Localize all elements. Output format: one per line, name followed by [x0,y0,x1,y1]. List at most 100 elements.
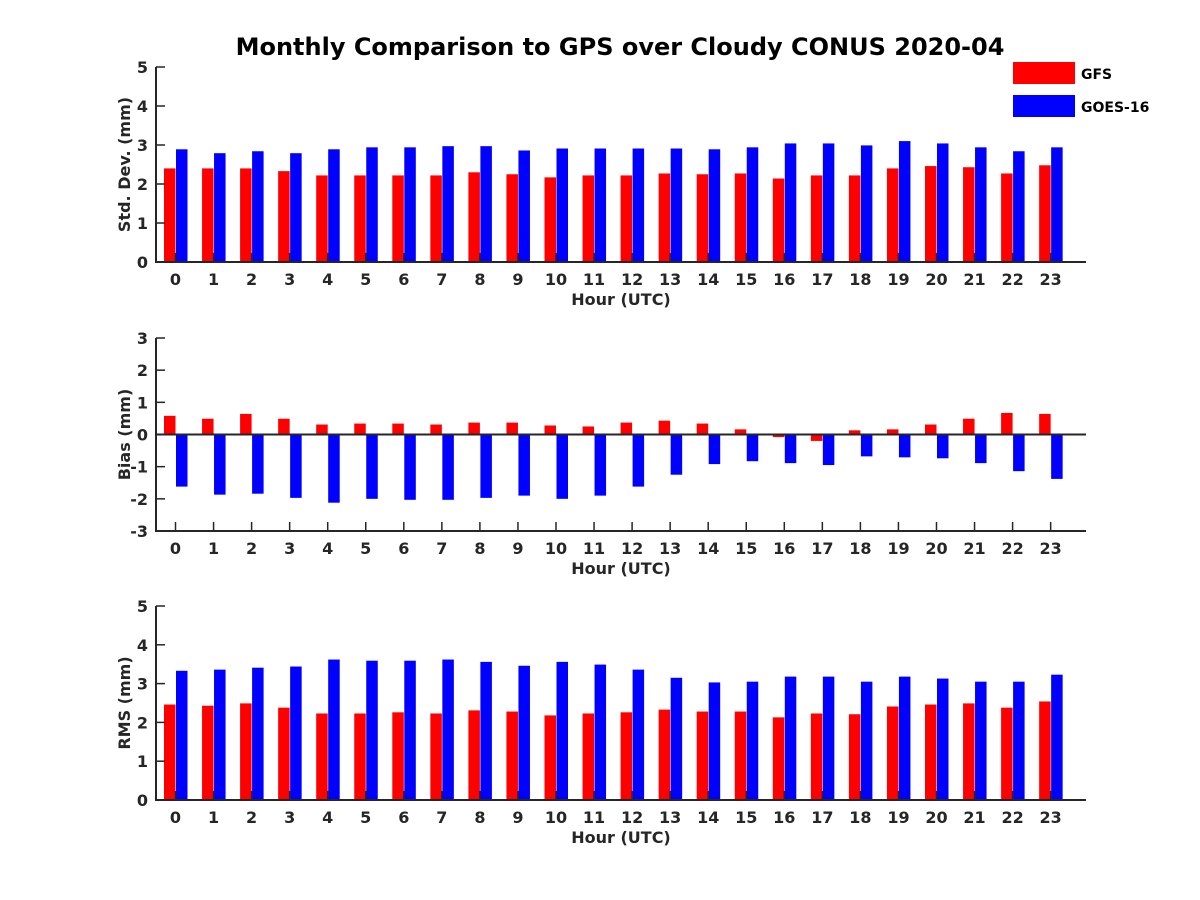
x-tick-label: 21 [963,539,985,558]
x-tick-label: 23 [1040,270,1062,289]
bar-goes-16-hour-5 [366,660,378,800]
bar-gfs-hour-9 [506,174,518,262]
x-axis-label: Hour (UTC) [571,559,671,578]
bar-goes-16-hour-15 [746,681,759,800]
y-tick-label: 5 [137,597,148,616]
bar-gfs-hour-18 [848,175,861,262]
x-tick-label: 10 [545,808,567,827]
x-tick-label: 15 [735,270,757,289]
y-tick-label: 4 [137,97,148,116]
x-tick-label: 15 [735,808,757,827]
x-tick-label: 18 [849,270,871,289]
bar-goes-16-hour-9 [518,434,530,496]
bar-goes-16-hour-0 [176,670,188,800]
x-tick-label: 12 [621,539,643,558]
bar-goes-16-hour-17 [822,143,835,262]
x-tick-label: 9 [512,270,523,289]
bar-gfs-hour-12 [620,175,633,262]
x-tick-label: 5 [360,539,371,558]
x-tick-label: 0 [170,808,181,827]
x-tick-label: 22 [1001,808,1023,827]
y-tick-label: 5 [137,58,148,77]
bar-gfs-hour-13 [658,173,671,262]
x-tick-label: 2 [246,270,257,289]
bar-goes-16-hour-16 [784,676,797,800]
y-tick-label: 0 [137,253,148,272]
legend-label-gfs: GFS [1081,67,1112,83]
bar-gfs-hour-8 [468,422,480,435]
x-tick-label: 7 [436,808,447,827]
bar-goes-16-hour-22 [1013,151,1025,262]
bar-gfs-hour-10 [544,177,556,262]
bar-gfs-hour-16 [772,434,785,438]
bar-goes-16-hour-23 [1051,147,1063,262]
x-tick-label: 1 [208,270,219,289]
bar-gfs-hour-7 [430,175,442,262]
bar-gfs-hour-3 [278,707,290,800]
bar-goes-16-hour-22 [1013,434,1025,472]
x-tick-label: 20 [925,270,947,289]
bar-gfs-hour-7 [430,713,442,800]
bar-goes-16-hour-18 [860,145,873,262]
bar-gfs-hour-20 [925,704,937,800]
bar-goes-16-hour-17 [822,676,835,800]
bar-goes-16-hour-11 [594,148,607,262]
x-tick-label: 4 [322,539,333,558]
x-tick-label: 7 [436,270,447,289]
y-tick-label: 3 [137,329,148,348]
bar-gfs-hour-0 [164,168,176,262]
bar-goes-16-hour-0 [176,434,188,487]
bar-gfs-hour-21 [963,703,975,800]
bar-gfs-hour-19 [886,168,899,262]
bar-gfs-hour-11 [582,713,595,800]
x-tick-label: 18 [849,539,871,558]
x-axis-label: Hour (UTC) [571,828,671,847]
x-tick-label: 2 [246,539,257,558]
bar-goes-16-hour-2 [252,434,264,494]
x-tick-label: 20 [925,539,947,558]
x-tick-label: 12 [621,808,643,827]
x-tick-label: 19 [887,270,909,289]
bar-gfs-hour-19 [886,706,899,800]
bar-goes-16-hour-15 [746,434,759,462]
bar-gfs-hour-6 [392,423,404,435]
y-tick-label: 3 [137,675,148,694]
bar-gfs-hour-2 [240,703,252,800]
bar-gfs-hour-21 [963,418,975,435]
x-tick-label: 22 [1001,539,1023,558]
bar-goes-16-hour-7 [442,659,454,800]
bar-gfs-hour-10 [544,425,556,435]
bar-gfs-hour-5 [354,423,366,435]
x-tick-label: 8 [474,808,485,827]
bar-gfs-hour-18 [848,430,861,435]
x-tick-label: 2 [246,808,257,827]
bar-goes-16-hour-12 [632,434,645,487]
x-tick-label: 23 [1040,539,1062,558]
bar-goes-16-hour-9 [518,150,530,262]
x-tick-label: 14 [697,808,719,827]
bar-gfs-hour-4 [316,713,328,800]
bar-goes-16-hour-23 [1051,434,1063,479]
x-tick-label: 22 [1001,270,1023,289]
bar-goes-16-hour-17 [822,434,835,466]
bar-goes-16-hour-21 [975,681,987,800]
bar-gfs-hour-1 [202,168,214,262]
x-tick-label: 5 [360,808,371,827]
bar-goes-16-hour-13 [670,434,683,475]
bar-gfs-hour-8 [468,172,480,262]
bar-gfs-hour-8 [468,710,480,800]
x-tick-label: 13 [659,270,681,289]
bar-gfs-hour-2 [240,413,252,435]
x-tick-label: 13 [659,808,681,827]
x-tick-label: 3 [284,808,295,827]
bar-gfs-hour-6 [392,175,404,262]
x-tick-label: 15 [735,539,757,558]
x-tick-label: 6 [398,808,409,827]
bar-goes-16-hour-13 [670,677,683,800]
y-tick-label: 0 [137,426,148,445]
y-tick-label: -3 [130,522,148,541]
bar-goes-16-hour-13 [670,148,683,262]
bar-gfs-hour-0 [164,415,176,435]
bar-gfs-hour-14 [696,711,709,800]
bar-goes-16-hour-20 [937,143,949,262]
